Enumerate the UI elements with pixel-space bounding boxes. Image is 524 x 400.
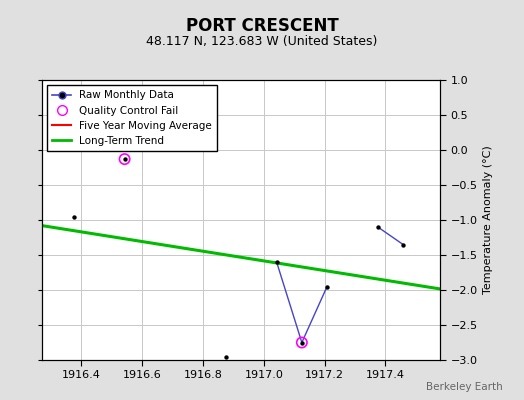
Text: PORT CRESCENT: PORT CRESCENT <box>185 17 339 35</box>
Point <box>121 156 129 162</box>
Point <box>298 339 306 346</box>
Point <box>323 283 331 290</box>
Point <box>298 339 306 346</box>
Y-axis label: Temperature Anomaly (°C): Temperature Anomaly (°C) <box>483 146 493 294</box>
Text: 48.117 N, 123.683 W (United States): 48.117 N, 123.683 W (United States) <box>146 36 378 48</box>
Point <box>272 259 281 265</box>
Point <box>70 213 78 220</box>
Point <box>222 353 230 360</box>
Point <box>399 241 407 248</box>
Point <box>374 224 382 230</box>
Legend: Raw Monthly Data, Quality Control Fail, Five Year Moving Average, Long-Term Tren: Raw Monthly Data, Quality Control Fail, … <box>47 85 217 151</box>
Text: Berkeley Earth: Berkeley Earth <box>427 382 503 392</box>
Point <box>121 156 129 162</box>
